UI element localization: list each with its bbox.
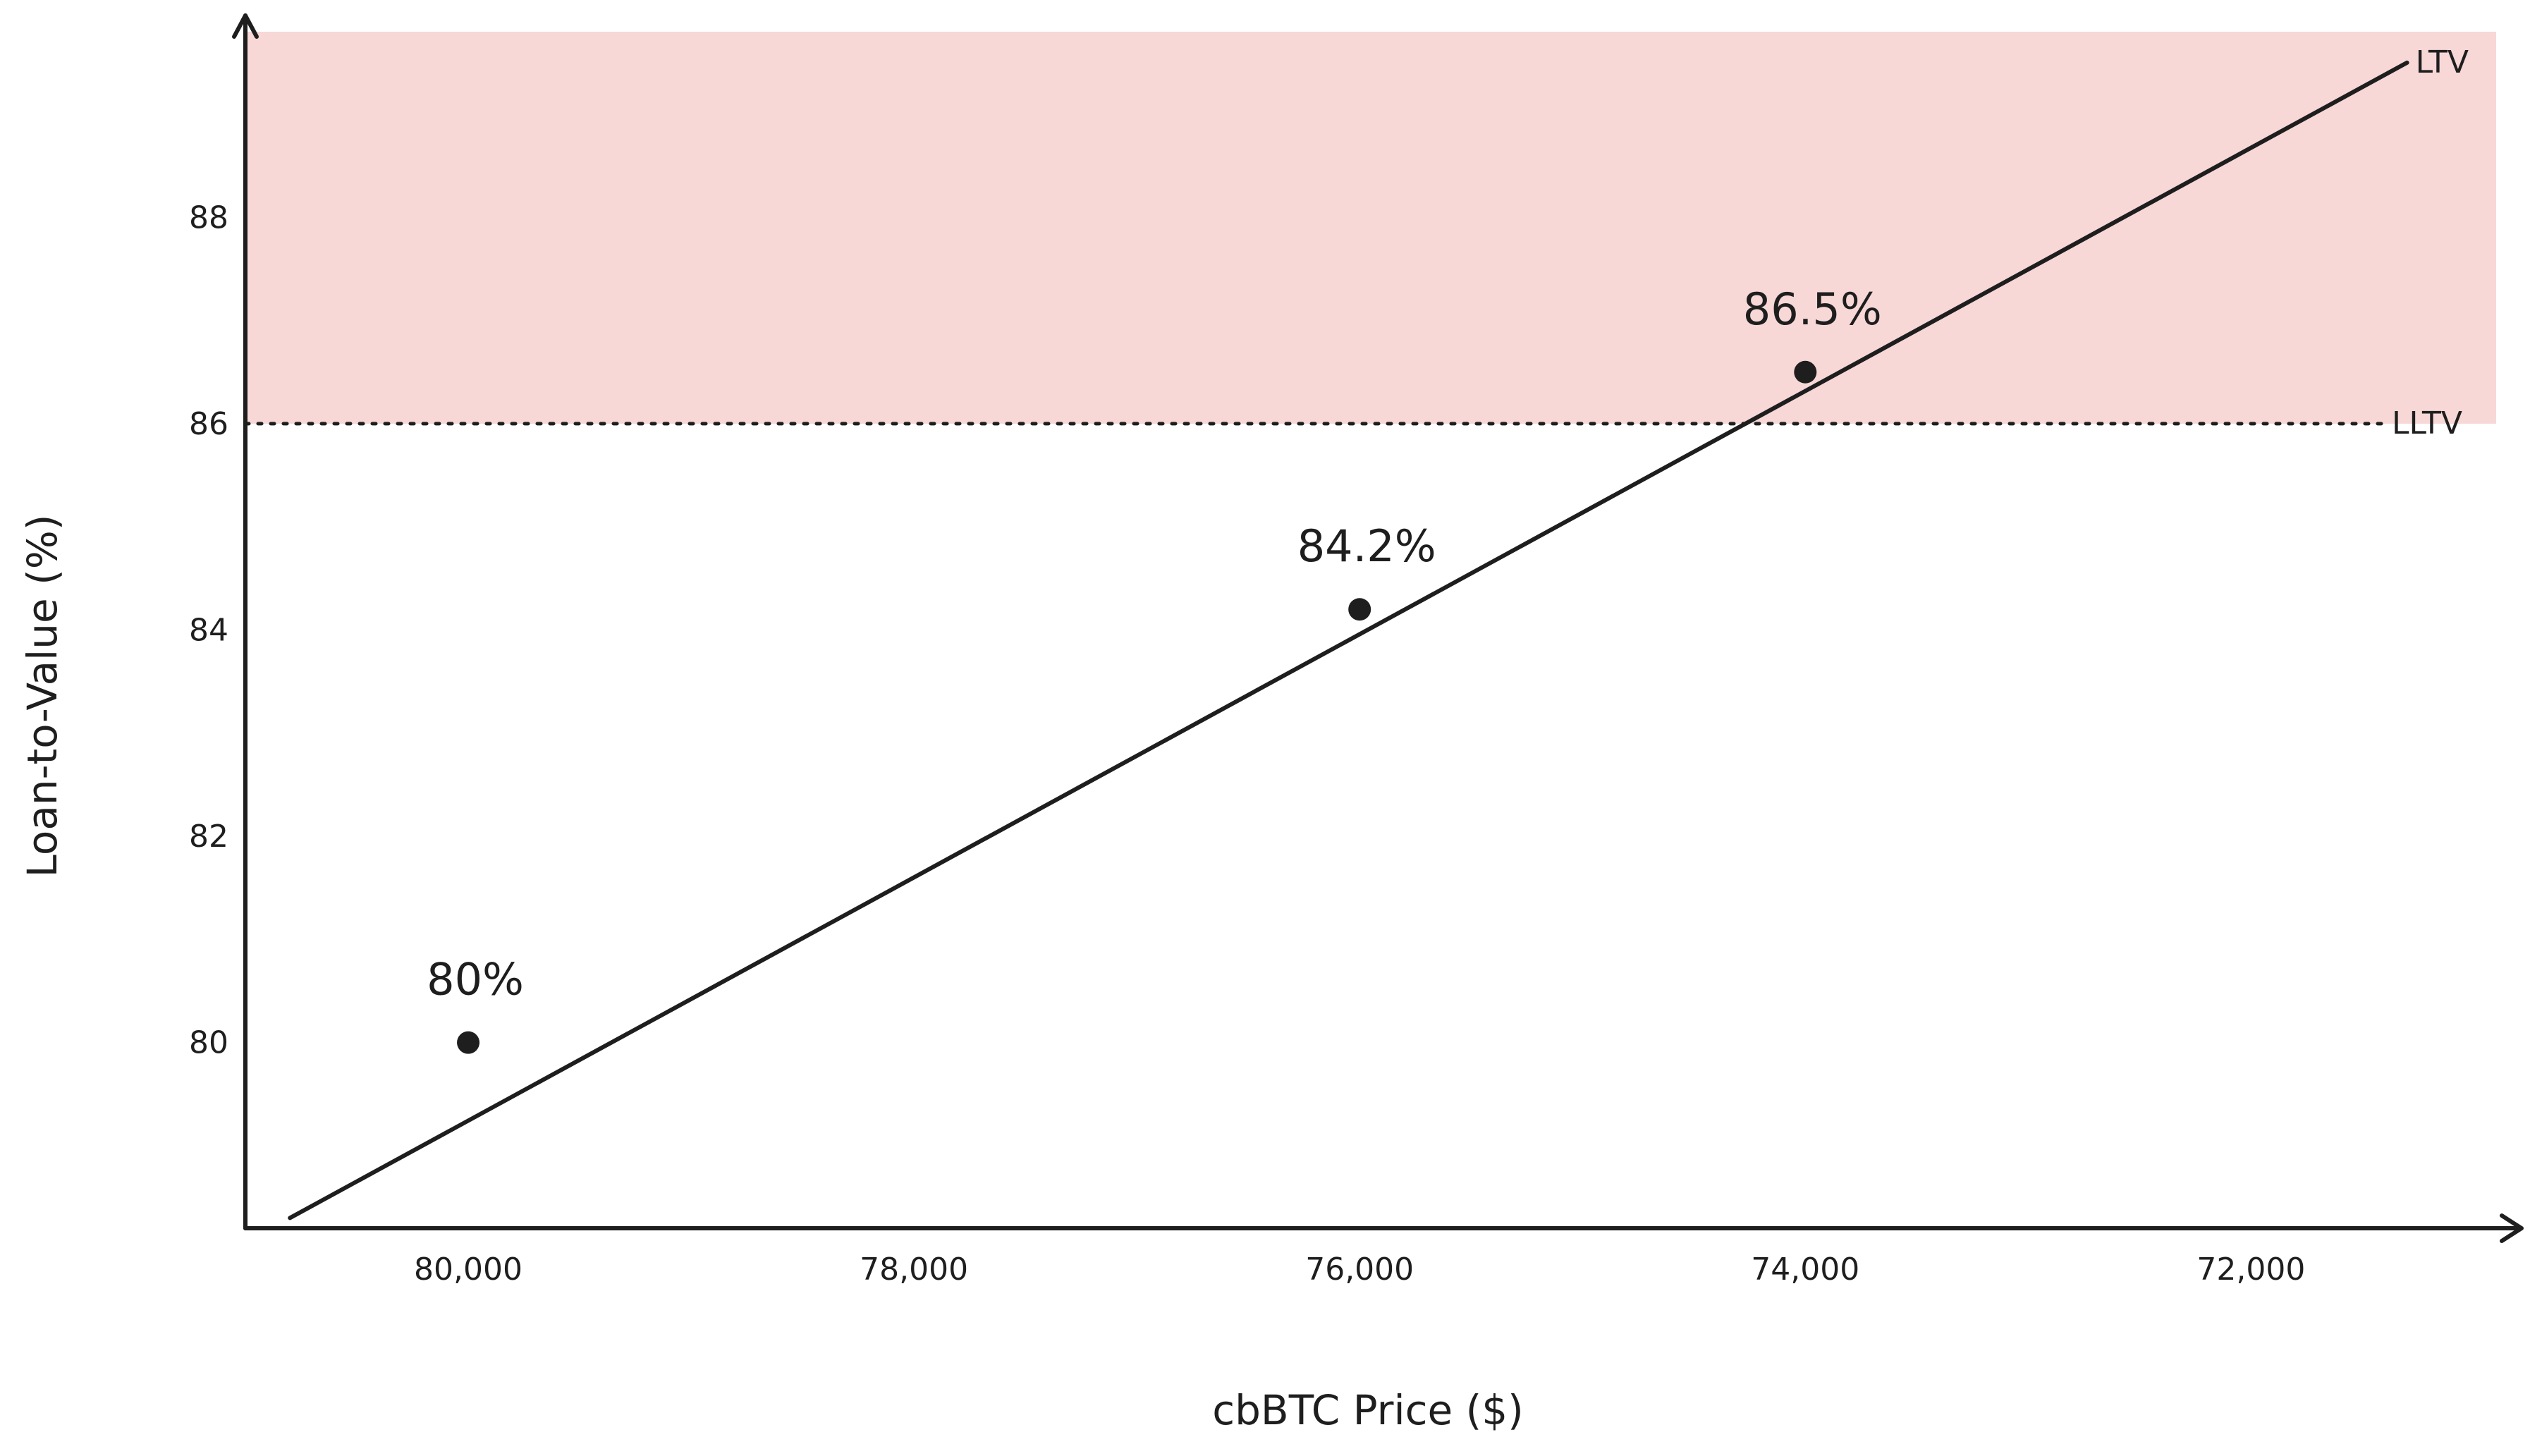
danger-zone <box>245 32 2496 424</box>
y-tick-labels: 80 82 84 86 88 <box>189 200 228 1060</box>
y-tick-label: 80 <box>189 1025 228 1061</box>
x-axis-title: cbBTC Price ($) <box>1212 1386 1524 1434</box>
data-point <box>1794 360 1817 384</box>
x-axis <box>243 1213 2524 1243</box>
x-tick-label: 78,000 <box>860 1252 968 1287</box>
x-tick-label: 80,000 <box>414 1252 522 1287</box>
y-tick-label: 84 <box>189 613 228 649</box>
y-axis <box>232 13 259 1230</box>
y-tick-label: 86 <box>189 406 228 442</box>
x-tick-label: 74,000 <box>1751 1252 1859 1287</box>
x-tick-labels: 80,000 78,000 76,000 74,000 72,000 <box>414 1252 2305 1287</box>
y-axis-title: Loan-to-Value (%) <box>18 515 66 878</box>
data-label: 86.5% <box>1743 283 1882 335</box>
y-axis-arrow <box>232 13 259 39</box>
points-layer: 80% 84.2% 86.5% <box>427 283 1882 1054</box>
x-tick-label: 72,000 <box>2196 1252 2305 1287</box>
series-label: LTV <box>2416 44 2469 80</box>
data-label: 80% <box>427 954 524 1005</box>
threshold-label: LLTV <box>2392 405 2462 441</box>
data-label: 84.2% <box>1297 520 1436 572</box>
y-tick-label: 88 <box>189 200 228 235</box>
series-layer: LTV <box>288 44 2469 1221</box>
ltv-line <box>288 60 2409 1221</box>
x-tick-label: 76,000 <box>1305 1252 1414 1287</box>
data-point <box>457 1031 480 1054</box>
data-point <box>1348 598 1371 621</box>
y-tick-label: 82 <box>189 819 228 855</box>
x-axis-arrow <box>2500 1213 2524 1243</box>
